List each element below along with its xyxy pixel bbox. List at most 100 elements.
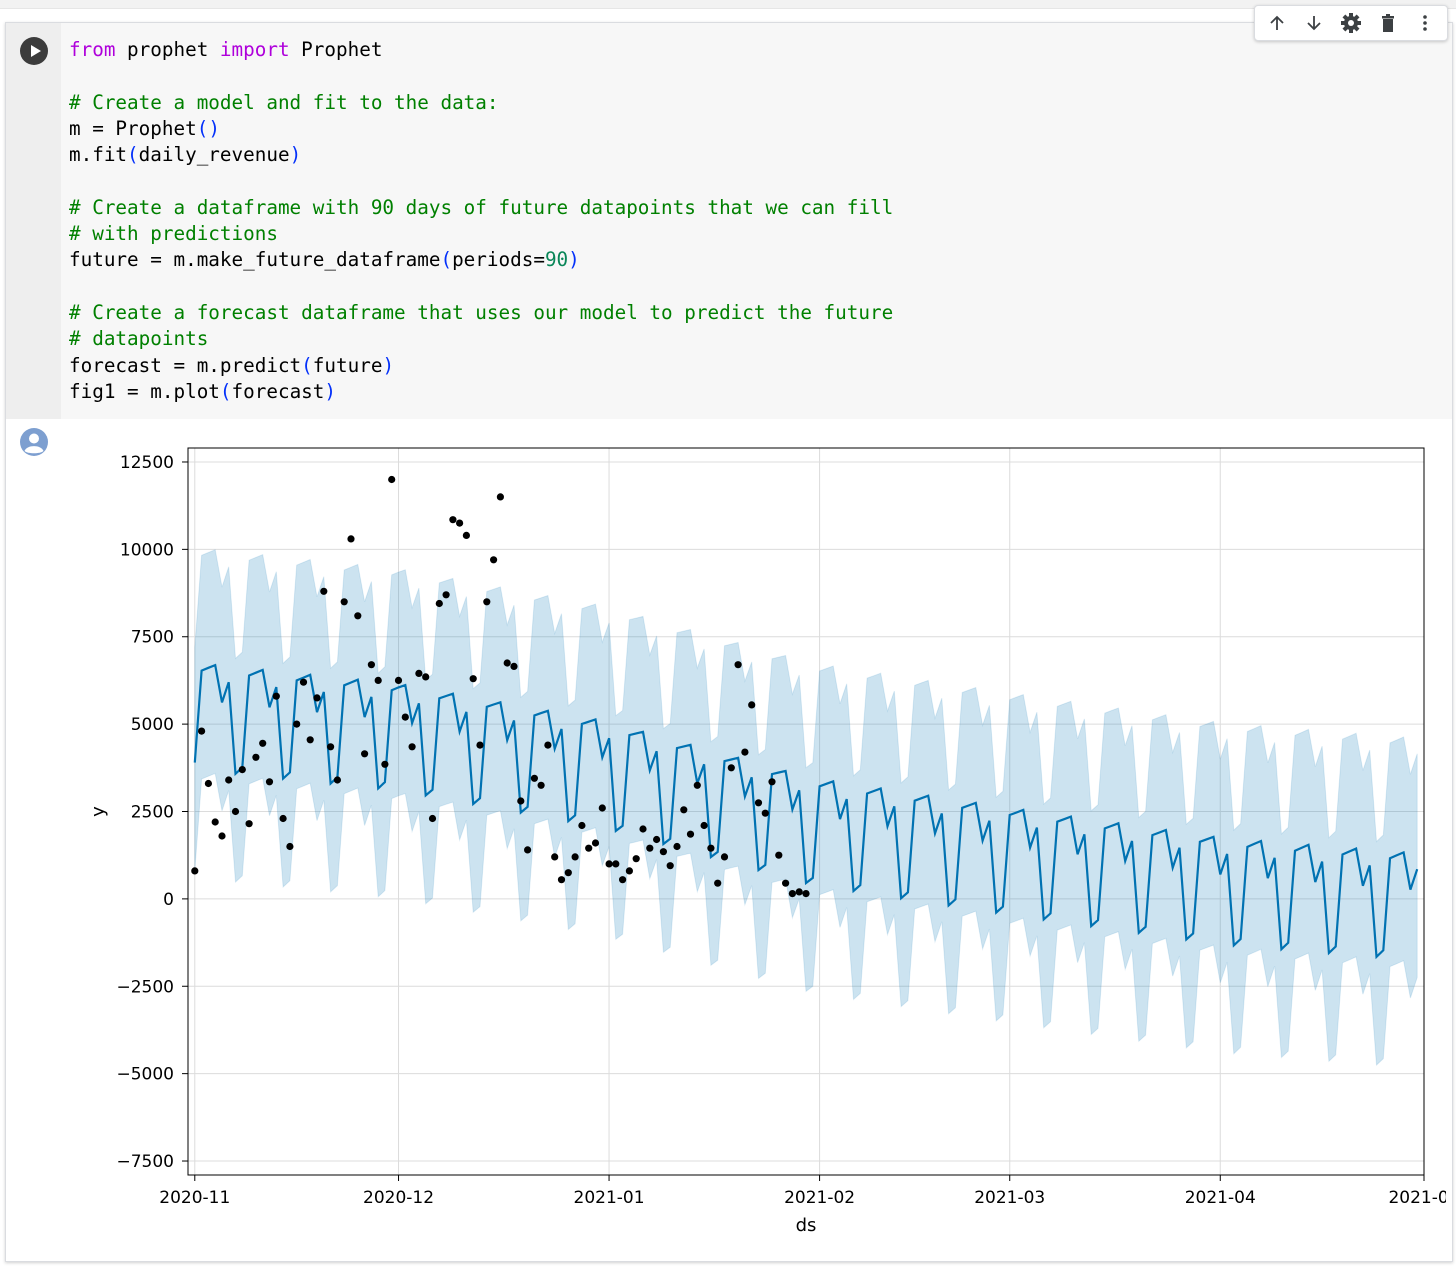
observed-point — [354, 612, 362, 620]
delete-cell-button[interactable] — [1373, 8, 1403, 38]
x-tick-label: 2020-12 — [363, 1188, 434, 1208]
observed-point — [775, 851, 783, 859]
observed-point — [320, 587, 328, 595]
cell-gutter — [6, 23, 61, 419]
observed-point — [544, 741, 552, 749]
y-tick-label: 5000 — [131, 715, 174, 735]
code-cell[interactable]: from prophet import Prophet # Create a m… — [5, 5, 1453, 1262]
x-tick-label: 2020-11 — [159, 1188, 230, 1208]
x-tick-label: 2021-04 — [1185, 1188, 1256, 1208]
code-token: Prophet — [289, 38, 383, 61]
observed-point — [598, 804, 606, 812]
code-paren: ) — [568, 248, 580, 272]
observed-point — [442, 591, 450, 599]
code-token: fig1 = m.plot — [69, 379, 220, 403]
y-tick-label: 2500 — [131, 803, 174, 823]
observed-point — [490, 556, 498, 564]
observed-point — [659, 848, 668, 856]
trash-icon — [1381, 14, 1394, 32]
code-token: m = Prophet — [69, 116, 197, 140]
observed-point — [245, 820, 253, 828]
code-token: periods= — [452, 248, 545, 272]
code-editor[interactable]: from prophet import Prophet # Create a m… — [6, 23, 1452, 419]
observed-point — [686, 830, 695, 838]
code-comment: # Create a model and fit to the data: — [69, 90, 499, 114]
observed-point — [788, 890, 797, 898]
observed-point — [693, 781, 701, 789]
observed-point — [782, 879, 790, 887]
code-comment: # Create a dataframe with 90 days of fut… — [69, 195, 894, 219]
observed-point — [435, 599, 443, 608]
observed-point — [748, 701, 756, 709]
code-number: 90 — [544, 248, 569, 272]
observed-point — [231, 807, 240, 816]
y-tick-label: −5000 — [116, 1065, 174, 1085]
observed-point — [646, 844, 654, 852]
observed-point — [585, 844, 593, 852]
observed-point — [225, 776, 233, 784]
x-tick-label: 2021-03 — [974, 1188, 1045, 1208]
y-tick-label: −7500 — [116, 1152, 174, 1172]
y-tick-label: 10000 — [120, 540, 174, 560]
observed-point — [394, 676, 403, 684]
observed-point — [517, 797, 525, 805]
observed-point — [503, 659, 511, 667]
observed-point — [612, 860, 620, 868]
run-cell-button[interactable] — [20, 37, 48, 65]
code-comment: # with predictions — [69, 222, 278, 246]
move-cell-up-button[interactable] — [1262, 8, 1292, 38]
code-paren: ( — [127, 143, 139, 167]
observed-point — [333, 776, 341, 784]
observed-point — [299, 678, 308, 686]
observed-point — [252, 753, 260, 761]
observed-point — [428, 814, 437, 823]
x-axis-ticks: 2020-11 2020-12 2021-01 2021-02 2021-03 2021-… — [159, 1175, 1446, 1208]
observed-point — [347, 535, 355, 543]
observed-point — [537, 781, 545, 789]
uncertainty-band — [194, 549, 1418, 1067]
code-paren: ) — [382, 353, 395, 377]
observed-point — [422, 673, 430, 681]
code-text[interactable]: from prophet import Prophet # Create a m… — [69, 37, 893, 405]
output-user-icon — [20, 428, 48, 456]
more-vert-icon — [1422, 15, 1427, 31]
code-comment: # datapoints — [69, 327, 209, 351]
arrow-up-icon — [1270, 15, 1285, 30]
observed-point — [279, 814, 287, 823]
observed-point — [218, 832, 226, 840]
observed-point — [361, 750, 369, 758]
observed-point — [680, 806, 688, 814]
observed-point — [564, 869, 572, 877]
x-tick-label: 2021-01 — [574, 1188, 645, 1208]
observed-point — [761, 809, 769, 817]
code-paren: ( — [219, 379, 232, 403]
observed-point — [198, 727, 206, 735]
observed-point — [639, 825, 647, 833]
observed-point — [551, 853, 559, 861]
observed-point — [802, 890, 810, 898]
code-token: forecast = m.predict — [69, 353, 302, 377]
code-token: future — [312, 353, 383, 377]
code-paren: ) — [289, 143, 302, 167]
observed-point — [768, 778, 776, 786]
cell-settings-button[interactable] — [1336, 8, 1366, 38]
observed-point — [462, 531, 470, 539]
observed-point — [415, 669, 423, 677]
observed-point — [449, 516, 457, 524]
code-paren: ) — [208, 116, 220, 140]
observed-point — [496, 493, 504, 501]
move-cell-down-button[interactable] — [1299, 8, 1329, 38]
observed-point — [619, 876, 627, 884]
observed-points — [191, 475, 810, 898]
observed-point — [605, 860, 613, 868]
x-tick-label: 2021-02 — [784, 1188, 855, 1208]
gear-icon — [1340, 13, 1361, 33]
code-token: m.fit — [69, 143, 128, 167]
code-keyword: import — [219, 38, 290, 61]
cell-toolbar — [1254, 5, 1448, 41]
observed-point — [286, 842, 294, 851]
code-paren: ) — [324, 379, 337, 403]
observed-point — [408, 743, 416, 751]
observed-point — [204, 779, 212, 788]
more-actions-button[interactable] — [1410, 8, 1440, 38]
